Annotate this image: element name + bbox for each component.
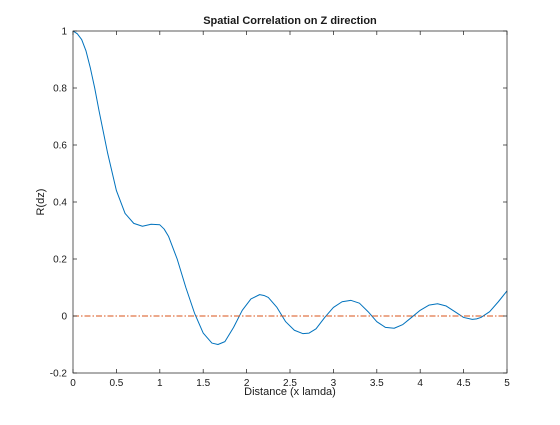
y-tick-label: 1 (61, 27, 67, 38)
y-tick-label: -0.2 (50, 369, 68, 380)
x-tick-label: 4.5 (457, 378, 471, 389)
correlation-curve (72, 30, 508, 345)
plot-area (73, 31, 507, 373)
x-tick-label: 1.5 (196, 378, 210, 389)
y-tick-label: 0.8 (53, 84, 67, 95)
x-tick-label: 1 (157, 378, 163, 389)
x-tick-label: 0.5 (109, 378, 123, 389)
ticks-layer: 0 0.5 1 1.5 2 2.5 3 3.5 4 4.5 5-0.200.20.40.60.81 (50, 27, 510, 390)
x-tick-label: 2 (244, 378, 250, 389)
y-tick-label: 0.2 (53, 255, 67, 266)
x-tick-label: 3.5 (370, 378, 384, 389)
y-tick-label: 0 (61, 312, 67, 323)
x-tick-label: 3 (331, 378, 337, 389)
series-layer (72, 30, 508, 345)
x-tick-label: 0 (70, 378, 76, 389)
y-tick-label: 0.6 (53, 141, 67, 152)
y-tick-label: 0.4 (53, 198, 67, 209)
chart-title: Spatial Correlation on Z direction (203, 15, 377, 27)
x-axis-title: Distance (x lamda) (244, 386, 336, 398)
x-tick-label: 5 (504, 378, 510, 389)
x-tick-label: 4 (417, 378, 423, 389)
x-tick-label: 2.5 (283, 378, 297, 389)
y-axis-title: R(dz) (35, 189, 47, 216)
